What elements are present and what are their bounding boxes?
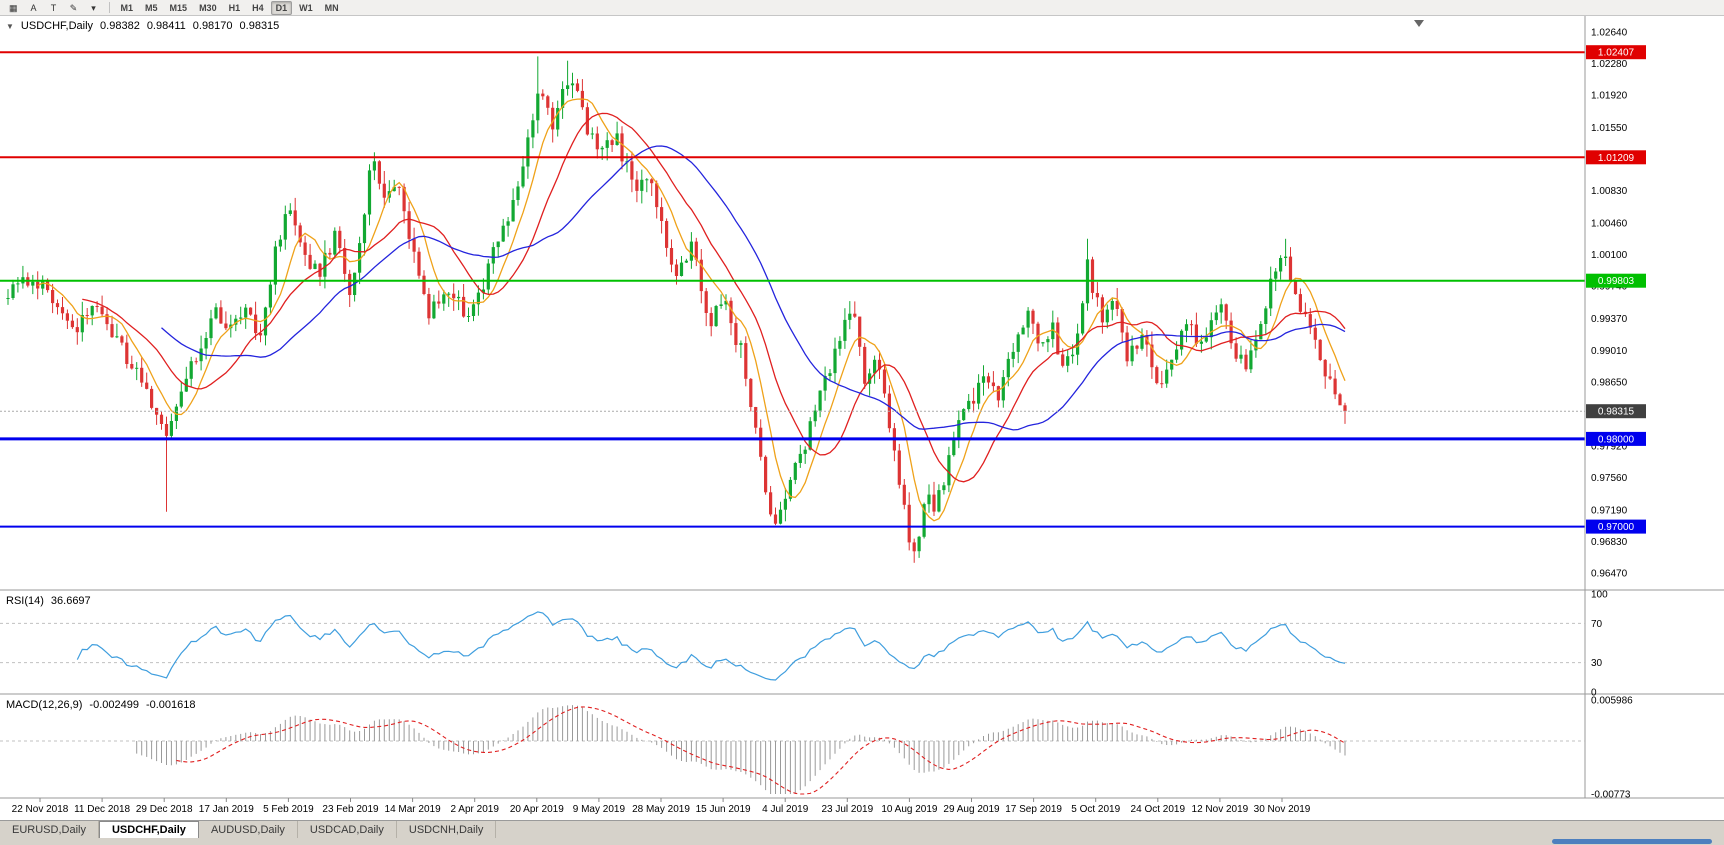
tab-usdcnh[interactable]: USDCNH,Daily: [397, 821, 497, 838]
svg-text:100: 100: [1591, 590, 1608, 601]
svg-text:0.99010: 0.99010: [1591, 346, 1628, 357]
axes-layer: 1.026401.022801.019201.015501.011901.008…: [0, 16, 1724, 799]
price-tag: 0.97000: [1586, 519, 1646, 534]
fast-ma-line: [37, 98, 1346, 522]
svg-text:14 Mar 2019: 14 Mar 2019: [385, 804, 442, 815]
svg-text:9 May 2019: 9 May 2019: [573, 804, 626, 815]
svg-text:1.00830: 1.00830: [1591, 186, 1628, 197]
svg-text:5 Oct 2019: 5 Oct 2019: [1071, 804, 1120, 815]
horizontal-lines-layer: [0, 51, 1585, 528]
svg-text:1.02407: 1.02407: [1598, 48, 1635, 59]
text-label-tool-t[interactable]: T: [50, 2, 57, 13]
toolbar-separator: [108, 2, 110, 13]
annotation-tool-group: ▦ A T ✎ ▾: [4, 1, 103, 15]
chart-type-icon[interactable]: ▦: [9, 2, 18, 13]
svg-text:15 Jun 2019: 15 Jun 2019: [696, 804, 751, 815]
svg-text:22 Nov 2018: 22 Nov 2018: [12, 804, 69, 815]
svg-text:0.99803: 0.99803: [1598, 276, 1635, 287]
svg-text:30 Nov 2019: 30 Nov 2019: [1254, 804, 1311, 815]
svg-text:29 Dec 2018: 29 Dec 2018: [136, 804, 193, 815]
svg-text:1.01209: 1.01209: [1598, 153, 1635, 164]
toolbar: ▦ A T ✎ ▾ M1 M5 M15 M30 H1 H4 D1 W1 MN: [0, 0, 1724, 16]
svg-text:70: 70: [1591, 619, 1603, 630]
svg-text:0.96830: 0.96830: [1591, 537, 1628, 548]
timeframe-w1[interactable]: W1: [299, 2, 313, 13]
draw-tool-icon[interactable]: ✎: [69, 2, 78, 13]
svg-text:10 Aug 2019: 10 Aug 2019: [881, 804, 938, 815]
svg-text:1.01550: 1.01550: [1591, 123, 1628, 134]
svg-text:17 Sep 2019: 17 Sep 2019: [1005, 804, 1062, 815]
svg-text:12 Nov 2019: 12 Nov 2019: [1192, 804, 1249, 815]
svg-text:1.02280: 1.02280: [1591, 59, 1628, 70]
chart-shift-marker-icon[interactable]: [1414, 20, 1424, 27]
svg-text:1.00460: 1.00460: [1591, 219, 1628, 230]
price-tag: 0.99803: [1586, 273, 1646, 288]
tab-audusd[interactable]: AUDUSD,Daily: [199, 821, 298, 838]
timeframe-h4[interactable]: H4: [252, 2, 264, 13]
svg-text:23 Jul 2019: 23 Jul 2019: [821, 804, 873, 815]
tools-dropdown-icon[interactable]: ▾: [91, 2, 96, 13]
svg-text:0: 0: [1591, 688, 1597, 699]
timeframe-d1[interactable]: D1: [270, 0, 293, 15]
svg-text:29 Aug 2019: 29 Aug 2019: [943, 804, 1000, 815]
timeframe-m1[interactable]: M1: [120, 2, 134, 13]
price-tag: 1.02407: [1586, 45, 1646, 60]
chart-tabs: EURUSD,Daily USDCHF,Daily AUDUSD,Daily USDC…: [0, 821, 497, 838]
horizontal-scrollbar[interactable]: [1552, 839, 1712, 844]
svg-text:5 Feb 2019: 5 Feb 2019: [263, 804, 314, 815]
timeframe-button-group: M1 M5 M15 M30 H1 H4 D1 W1 MN: [116, 0, 344, 15]
tab-usdchf[interactable]: USDCHF,Daily: [98, 821, 199, 838]
svg-text:24 Oct 2019: 24 Oct 2019: [1131, 804, 1186, 815]
svg-text:0.98315: 0.98315: [1598, 407, 1635, 418]
svg-text:0.96470: 0.96470: [1591, 569, 1628, 580]
svg-text:0.97190: 0.97190: [1591, 505, 1628, 516]
svg-text:0.98650: 0.98650: [1591, 377, 1628, 388]
macd-panel: 0.005986 -0.00773: [0, 696, 1633, 801]
rsi-panel: 100 70 30 0: [0, 590, 1608, 699]
svg-text:1.02640: 1.02640: [1591, 27, 1628, 38]
svg-text:1.00100: 1.00100: [1591, 250, 1628, 261]
svg-text:0.97560: 0.97560: [1591, 473, 1628, 484]
svg-text:0.99370: 0.99370: [1591, 314, 1628, 325]
timeframe-m15[interactable]: M15: [169, 2, 188, 13]
svg-text:0.97000: 0.97000: [1598, 522, 1635, 533]
svg-text:0.97920: 0.97920: [1591, 441, 1628, 452]
chart-region: 1.026401.022801.019201.015501.011901.008…: [0, 16, 1724, 820]
svg-text:17 Jan 2019: 17 Jan 2019: [199, 804, 254, 815]
svg-text:-0.00773: -0.00773: [1591, 790, 1631, 801]
svg-text:23 Feb 2019: 23 Feb 2019: [322, 804, 379, 815]
svg-text:30: 30: [1591, 658, 1603, 669]
svg-text:20 Apr 2019: 20 Apr 2019: [510, 804, 564, 815]
mid-ma-line: [82, 112, 1346, 483]
timeframe-h1[interactable]: H1: [228, 2, 241, 13]
svg-text:0.98000: 0.98000: [1598, 434, 1635, 445]
chart-canvas[interactable]: 1.026401.022801.019201.015501.011901.008…: [0, 16, 1724, 820]
tab-eurusd[interactable]: EURUSD,Daily: [0, 821, 99, 838]
candles-layer: [6, 56, 1347, 563]
chart-tab-bar: EURUSD,Daily USDCHF,Daily AUDUSD,Daily USDC…: [0, 820, 1724, 838]
timeframe-m5[interactable]: M5: [145, 2, 158, 13]
slow-ma-line: [161, 145, 1346, 431]
timeframe-m30[interactable]: M30: [199, 2, 217, 13]
timeframe-mn[interactable]: MN: [324, 2, 339, 13]
svg-text:2 Apr 2019: 2 Apr 2019: [451, 804, 500, 815]
price-tag: 0.98315: [1586, 404, 1646, 419]
svg-text:4 Jul 2019: 4 Jul 2019: [762, 804, 809, 815]
svg-text:0.005986: 0.005986: [1591, 696, 1633, 707]
price-tag: 1.01209: [1586, 150, 1646, 165]
price-tag: 0.98000: [1586, 431, 1646, 446]
date-axis: 22 Nov 2018 11 Dec 2018 29 Dec 2018 17 Jan …: [12, 798, 1311, 815]
svg-text:28 May 2019: 28 May 2019: [632, 804, 690, 815]
svg-text:11 Dec 2018: 11 Dec 2018: [74, 804, 130, 815]
bottom-scroll-strip: [0, 838, 1724, 845]
text-tool-a[interactable]: A: [30, 2, 37, 13]
moving-averages-layer: [37, 98, 1346, 522]
macd-signal-line: [176, 706, 1346, 795]
rsi-line: [76, 611, 1346, 681]
tab-usdcad[interactable]: USDCAD,Daily: [298, 821, 397, 838]
svg-text:1.01920: 1.01920: [1591, 90, 1628, 101]
